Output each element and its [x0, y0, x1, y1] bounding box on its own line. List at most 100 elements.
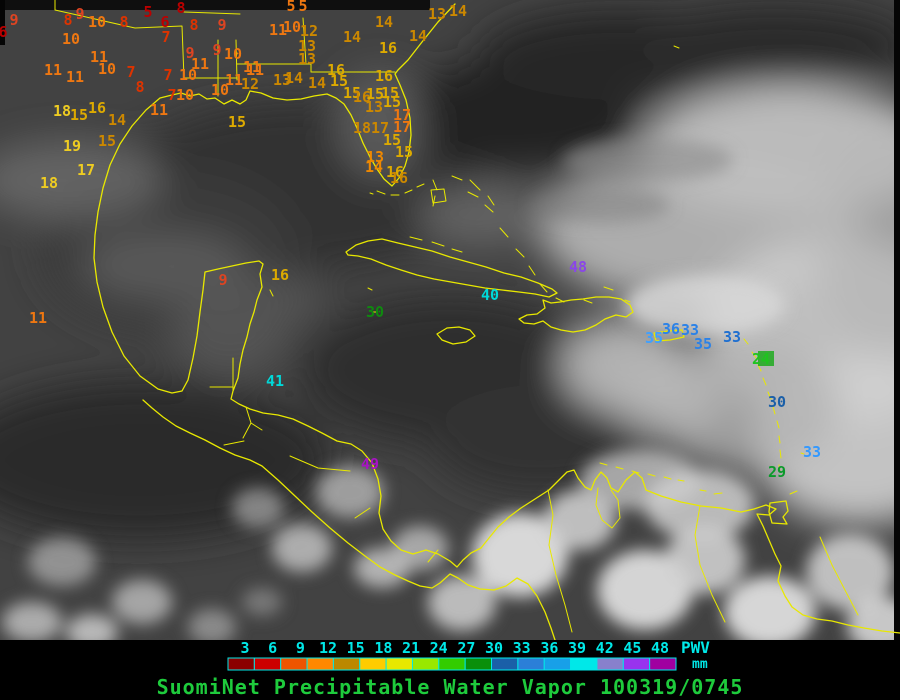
colorbar-tick-label: 3 — [240, 639, 249, 657]
station-value: 15 — [366, 85, 384, 103]
small-islands — [269, 45, 680, 313]
colorbar-tick-label: 45 — [623, 639, 641, 657]
station-value: 14 — [285, 69, 303, 87]
station-value: 19 — [63, 137, 81, 155]
station-value: 5 — [298, 0, 307, 15]
colorbar-segment — [438, 657, 466, 671]
country-borders — [209, 357, 859, 633]
station-value: 29 — [768, 463, 786, 481]
station-value: 8 — [63, 11, 72, 29]
satellite-clouds — [0, 0, 900, 653]
colorbar-segment — [253, 657, 282, 671]
station-value: 9 — [75, 5, 84, 23]
station-value: 48 — [569, 258, 587, 276]
colorbar-tick-label: 24 — [430, 639, 448, 657]
station-value: 12 — [300, 22, 318, 40]
colorbar-tick-label: 39 — [568, 639, 586, 657]
station-value: 18 — [40, 174, 58, 192]
colorbar-tick-label: 36 — [540, 639, 558, 657]
station-value: 30 — [366, 303, 384, 321]
colorbar-segment — [332, 657, 361, 671]
trinidad-coastline — [768, 500, 789, 525]
station-value: 35 — [645, 329, 663, 347]
station-value: 9 — [9, 11, 18, 29]
state-borders — [54, 0, 396, 97]
station-value: 15 — [381, 84, 399, 102]
station-value: 11 — [191, 55, 209, 73]
colorbar-tick-label: 30 — [485, 639, 503, 657]
mainland-coastline — [93, 3, 900, 634]
coastlines — [54, 0, 900, 641]
station-value: 35 — [694, 335, 712, 353]
colorbar-segment — [227, 657, 255, 671]
station-value: 15 — [343, 84, 361, 102]
station-value: 33 — [723, 328, 741, 346]
lesser-antilles — [713, 338, 805, 495]
station-value: 13 — [298, 37, 316, 55]
station-value: 11 — [246, 61, 264, 79]
colorbar-tick-label: 6 — [268, 639, 277, 657]
station-value: 49 — [361, 455, 379, 473]
station-value: 11 — [66, 68, 84, 86]
colorbar-segment — [306, 657, 334, 671]
colorbar-segment — [411, 657, 440, 671]
colorbar-segment — [517, 657, 545, 671]
station-value: 15 — [395, 143, 413, 161]
station-value: 10 — [179, 66, 197, 84]
station-value: 6 — [160, 13, 169, 31]
station-value: 13 — [273, 71, 291, 89]
station-value: 16 — [390, 169, 408, 187]
colorbar-tick-label: 48 — [651, 639, 669, 657]
colorbar-tick-labels: 3 6 9 12 15 18 21 24 27 30 33 36 39 42 45 48 — [240, 639, 669, 657]
station-value: 16 — [353, 88, 371, 106]
station-value: 11 — [44, 61, 62, 79]
station-value: 10 — [224, 45, 242, 63]
colorbar-unit-label: PWV — [681, 638, 710, 657]
station-value: 11 — [90, 48, 108, 66]
station-value: 7 — [126, 63, 135, 81]
station-value: 9 — [218, 271, 227, 289]
station-value: 16 — [327, 61, 345, 79]
station-highlight-box — [758, 351, 774, 366]
station-value: 6 — [0, 23, 8, 41]
station-value: 33 — [803, 443, 821, 461]
station-value: 8 — [189, 16, 198, 34]
station-value: 11 — [225, 71, 243, 89]
colorbar-segment — [622, 657, 651, 671]
station-value: 10 — [176, 86, 194, 104]
florida-keys — [369, 183, 425, 196]
colorbar-segment — [359, 657, 387, 671]
station-value: 10 — [88, 13, 106, 31]
colorbar-tick-label: 12 — [319, 639, 337, 657]
colorbar-segment — [464, 657, 493, 671]
station-value: 14 — [343, 28, 361, 46]
colorbar-tick-label: 21 — [402, 639, 420, 657]
page-title: SuomiNet Precipitable Water Vapor 100319… — [157, 675, 744, 699]
station-value: 16 — [88, 99, 106, 117]
station-value: 10 — [211, 81, 229, 99]
station-value: 9 — [212, 41, 221, 59]
station-value: 18 — [53, 102, 71, 120]
colorbar-segment — [543, 657, 572, 671]
station-value: 11 — [29, 309, 47, 327]
colorbar-segment — [649, 657, 677, 671]
colorbar-tick-label: 15 — [347, 639, 365, 657]
station-value: 15 — [228, 113, 246, 131]
station-value: 17 — [393, 118, 411, 136]
station-value: 14 — [449, 2, 467, 20]
station-value: 10 — [98, 60, 116, 78]
colorbar-unit-sub-label: mm — [692, 657, 708, 672]
colorbar-segment — [280, 657, 308, 671]
colorbar — [227, 657, 677, 671]
station-value: 14 — [365, 158, 383, 176]
colorbar-segment — [385, 657, 413, 671]
station-value: 14 — [108, 111, 126, 129]
station-value: 16 — [375, 67, 393, 85]
station-value: 15 — [383, 131, 401, 149]
station-value: 15 — [70, 106, 88, 124]
venezuelan-islands — [599, 462, 707, 492]
station-value: 36 — [662, 320, 680, 338]
station-value: 17 — [77, 161, 95, 179]
